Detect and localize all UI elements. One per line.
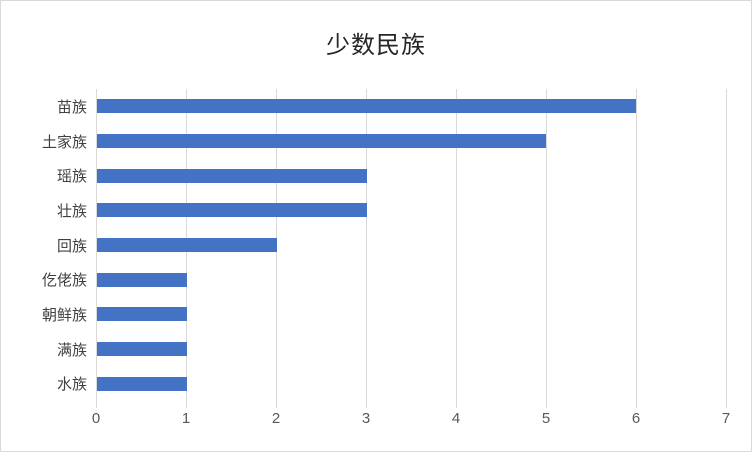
bar-row (97, 366, 726, 401)
bar-row (97, 262, 726, 297)
bar (97, 342, 187, 357)
value-axis-tick-label: 5 (541, 410, 551, 427)
gridline (366, 89, 367, 408)
bar-row (97, 297, 726, 332)
value-axis-tick-label: 3 (361, 410, 371, 427)
bar-row (97, 193, 726, 228)
bar (97, 168, 367, 183)
bar-row (97, 228, 726, 263)
value-axis-tick-label: 1 (181, 410, 191, 427)
category-label: 土家族 (41, 133, 87, 151)
bar-row (97, 124, 726, 159)
bar-row (97, 89, 726, 124)
category-label: 回族 (56, 237, 87, 255)
bar-row (97, 158, 726, 193)
gridline (636, 89, 637, 408)
bar (97, 99, 637, 114)
category-label: 苗族 (56, 98, 87, 116)
gridline (456, 89, 457, 408)
bar-row (97, 332, 726, 367)
value-axis: 0 1 2 3 4 5 6 7 (92, 410, 730, 432)
bar (97, 272, 187, 287)
gridline (726, 89, 727, 408)
bar (97, 307, 187, 322)
gridline (96, 89, 97, 408)
category-label: 水族 (56, 376, 87, 394)
category-label: 仡佬族 (41, 272, 87, 290)
bar (97, 376, 187, 391)
category-axis: 苗族土家族瑶族壮族回族仡佬族朝鲜族满族水族 (1, 89, 87, 401)
category-label: 壮族 (56, 202, 87, 220)
category-label: 满族 (56, 341, 87, 359)
bar (97, 134, 547, 148)
value-axis-tick-label: 2 (271, 410, 281, 427)
plot-area (96, 89, 727, 408)
bar (97, 203, 367, 218)
value-axis-tick-label: 0 (91, 410, 101, 427)
category-label: 朝鲜族 (41, 306, 87, 324)
bar (97, 238, 277, 253)
chart-title: 少数民族 (326, 32, 426, 59)
value-axis-tick-label: 7 (721, 410, 731, 427)
value-axis-tick-label: 4 (451, 410, 461, 427)
bar-series (97, 89, 726, 401)
category-label: 瑶族 (56, 168, 87, 186)
value-axis-tick-label: 6 (631, 410, 641, 427)
gridline (546, 89, 547, 408)
